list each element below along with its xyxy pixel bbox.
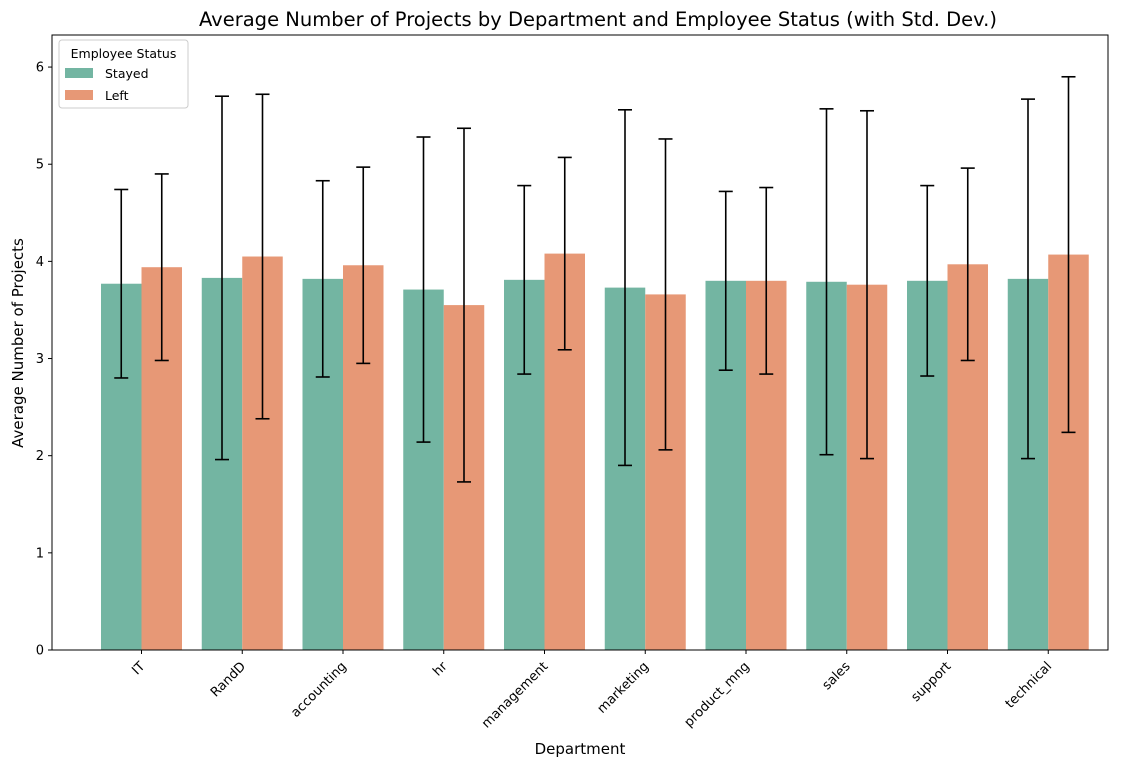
chart-title: Average Number of Projects by Department…: [199, 8, 997, 31]
x-tick-label-IT: IT: [129, 659, 148, 678]
error-bar-stayed-hr: [416, 136, 431, 443]
x-tick-label-support: support: [908, 659, 954, 705]
x-tick-label-accounting: accounting: [288, 659, 349, 720]
error-bar-stayed-RandD: [215, 95, 229, 461]
error-bar-left-hr: [457, 127, 471, 483]
legend-swatch-stayed: [65, 68, 93, 78]
plot-area: [101, 75, 1089, 650]
error-bar-stayed-technical: [1021, 98, 1035, 460]
error-bar-left-marketing: [658, 138, 673, 451]
legend-swatch-left: [65, 90, 93, 100]
error-bar-left-product_mng: [759, 186, 774, 375]
error-bar-stayed-product_mng: [718, 190, 733, 371]
y-tick-label: 5: [36, 158, 44, 173]
x-tick-label-hr: hr: [430, 659, 451, 680]
error-bar-left-sales: [860, 109, 874, 460]
x-tick-label-RandD: RandD: [208, 659, 249, 700]
error-bar-stayed-management: [517, 184, 532, 375]
y-axis-label: Average Number of Projects: [9, 238, 27, 448]
legend: Employee Status Stayed Left: [58, 39, 189, 109]
x-tick-label-sales: sales: [820, 659, 854, 693]
error-bar-left-accounting: [356, 166, 371, 365]
error-bar-left-IT: [154, 173, 169, 362]
error-bar-stayed-marketing: [618, 109, 632, 467]
y-tick-label: 4: [36, 255, 44, 270]
error-bar-stayed-IT: [114, 188, 129, 379]
error-bar-stayed-accounting: [315, 179, 330, 378]
error-bar-stayed-sales: [819, 108, 834, 456]
legend-label-left: Left: [105, 88, 129, 103]
error-bar-left-RandD: [255, 93, 270, 420]
x-tick-label-marketing: marketing: [595, 659, 652, 716]
legend-label-stayed: Stayed: [105, 66, 149, 81]
error-bar-left-technical: [1061, 75, 1076, 434]
axes-frame: [51, 34, 1109, 651]
legend-title: Employee Status: [71, 46, 177, 61]
error-bar-left-management: [557, 156, 572, 351]
x-axis-label: Department: [535, 740, 626, 758]
y-tick-label: 1: [36, 546, 44, 561]
x-tick-label-technical: technical: [1003, 659, 1055, 711]
y-tick-label: 2: [36, 449, 44, 464]
y-tick-label: 0: [36, 644, 44, 659]
error-bar-stayed-support: [920, 184, 935, 377]
y-tick-label: 6: [36, 61, 44, 76]
x-tick-label-product_mng: product_mng: [682, 659, 753, 730]
x-tick-label-management: management: [479, 659, 551, 731]
error-bar-left-support: [960, 167, 975, 362]
y-tick-label: 3: [36, 352, 44, 367]
